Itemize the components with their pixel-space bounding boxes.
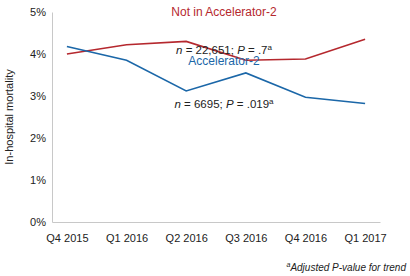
- y-tick: 1%: [30, 174, 52, 186]
- x-axis-line: [53, 222, 381, 223]
- footnote-text: Adjusted P-value for trend: [289, 262, 406, 273]
- x-tick: Q3 2016: [225, 222, 267, 244]
- x-tick: Q4 2016: [285, 222, 327, 244]
- y-tick: 4%: [30, 48, 52, 60]
- y-axis-line: [52, 13, 53, 223]
- annotation: n = 22,651; P = .7a: [176, 43, 272, 56]
- lines: [67, 39, 365, 103]
- y-tick: 3%: [30, 90, 52, 102]
- x-tick-label: Q2 2016: [166, 232, 208, 244]
- y-tick-label: 4%: [30, 48, 46, 60]
- y-tick: 5%: [30, 6, 52, 18]
- y-axis-title: In-hospital mortality: [3, 69, 15, 165]
- y-tick-label: 5%: [30, 6, 46, 18]
- y-axis: 0% 1% 2% 3% 4% 5%: [30, 6, 52, 228]
- series-label: Accelerator-2: [188, 54, 260, 68]
- chart: 0% 1% 2% 3% 4% 5% Q4 2015 Q1 2016 Q2 2016 Q3 2016…: [0, 0, 410, 276]
- x-tick: Q2 2016: [166, 222, 208, 244]
- x-tick-label: Q1 2016: [106, 232, 148, 244]
- y-tick-label: 0%: [30, 216, 46, 228]
- y-tick: 2%: [30, 132, 52, 144]
- superscript: a: [269, 97, 274, 106]
- x-tick: Q4 2015: [46, 222, 88, 244]
- y-tick: 0%: [30, 216, 52, 228]
- x-tick-label: Q1 2017: [344, 232, 386, 244]
- x-axis: Q4 2015 Q1 2016 Q2 2016 Q3 2016 Q4 2016 Q1 20…: [46, 222, 386, 244]
- x-tick-label: Q3 2016: [225, 232, 267, 244]
- plot: 0% 1% 2% 3% 4% 5% Q4 2015 Q1 2016 Q2 2016 Q3 2016…: [30, 5, 387, 244]
- y-tick-label: 2%: [30, 132, 46, 144]
- y-tick-label: 1%: [30, 174, 46, 186]
- x-tick-label: Q4 2016: [285, 232, 327, 244]
- x-tick: Q1 2017: [344, 222, 386, 244]
- series-label: Not in Accelerator-2: [171, 5, 277, 19]
- footnote: aAdjusted P-value for trend: [286, 261, 406, 273]
- annotation: n = 6695; P = .019a: [174, 97, 274, 110]
- y-tick-label: 3%: [30, 90, 46, 102]
- superscript: a: [268, 43, 273, 52]
- labels: Not in Accelerator-2 Accelerator-2n = 22,…: [171, 5, 277, 110]
- x-tick-label: Q4 2015: [46, 232, 88, 244]
- x-tick: Q1 2016: [106, 222, 148, 244]
